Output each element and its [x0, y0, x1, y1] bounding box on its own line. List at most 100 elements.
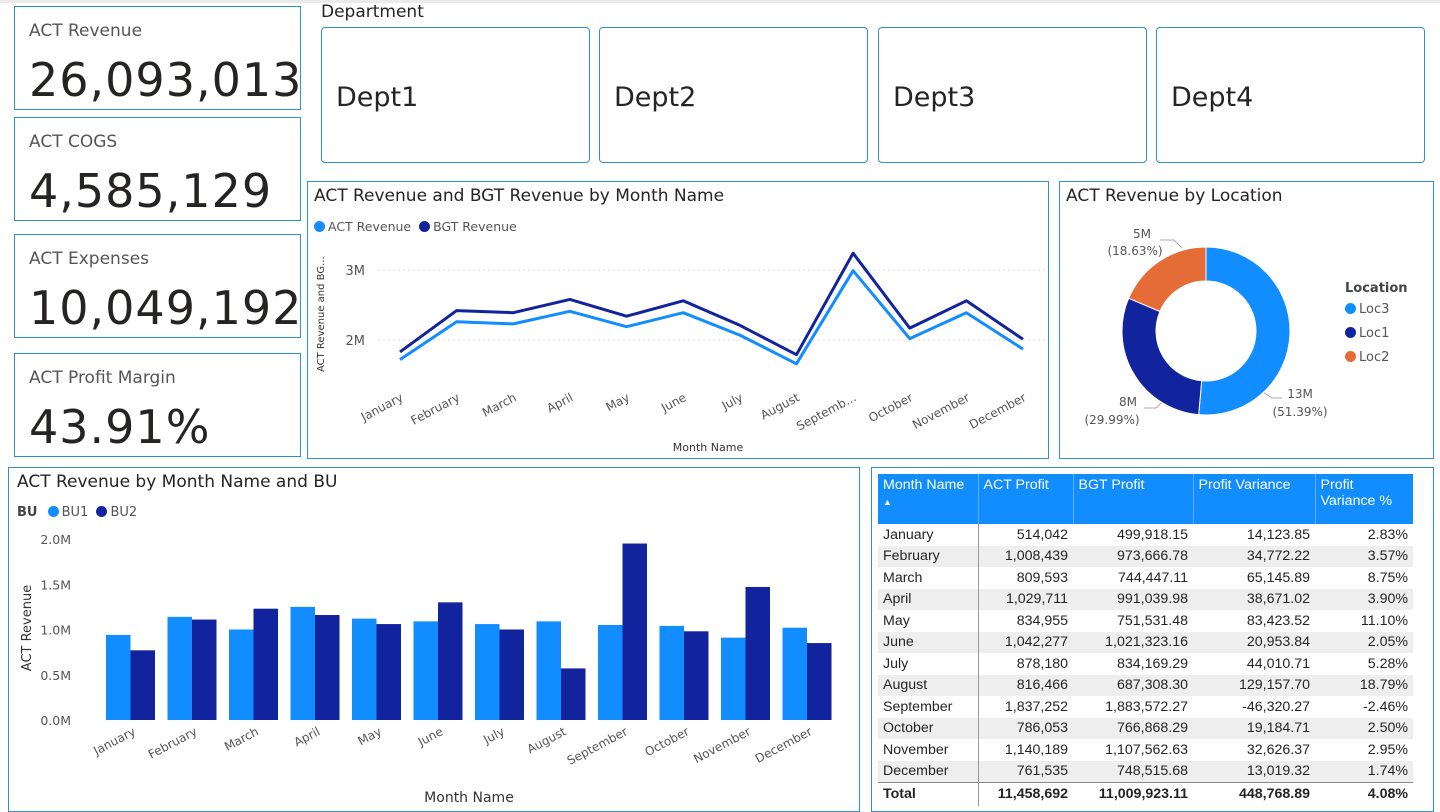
bar-bu2: [561, 668, 586, 720]
column-header-bgt-profit[interactable]: BGT Profit: [1073, 474, 1194, 524]
column-header-month[interactable]: Month Name ▲: [878, 474, 979, 524]
column-header-profit-variance-pct[interactable]: Profit Variance %: [1315, 474, 1413, 524]
table-cell: 786,053: [978, 717, 1073, 739]
line-x-tick-label: November: [910, 390, 972, 432]
table-cell: 3.57%: [1315, 545, 1413, 567]
line-chart-title: ACT Revenue and BGT Revenue by Month Nam…: [314, 186, 725, 206]
bar-y-tick-label: 2.0M: [40, 532, 71, 547]
bar-bu1: [106, 634, 131, 720]
table-row[interactable]: December 761,535 748,515.68 13,019.32 1.74%: [878, 760, 1413, 782]
table-cell: 809,593: [1016, 569, 1068, 586]
table-cell: 65,145.89: [1246, 569, 1310, 586]
sort-ascending-icon: ▲: [883, 497, 892, 507]
donut-legend-title: Location: [1345, 281, 1408, 296]
kpi-card-act-cogs[interactable]: ACT COGS 4,585,129: [14, 117, 301, 221]
bar-legend-title: BU: [17, 505, 38, 520]
table-cell: May: [878, 610, 979, 632]
table-cell: 8.75%: [1367, 569, 1408, 586]
table-cell: 1,042,277: [978, 631, 1073, 653]
table-cell: 834,955: [1016, 612, 1068, 629]
dept-button-1[interactable]: Dept1: [321, 27, 590, 163]
line-x-tick-label: June: [658, 390, 689, 415]
table-row[interactable]: February 1,008,439 973,666.78 34,772.22 3.57…: [878, 545, 1413, 567]
table-cell: 991,039.98: [1073, 588, 1193, 610]
bar-bu1: [782, 627, 807, 720]
kpi-label: ACT COGS: [29, 132, 118, 152]
donut-chart-visual[interactable]: ACT Revenue by Location 5M (18.63%) 8M (…: [1059, 181, 1434, 459]
table-cell: 2.83%: [1367, 526, 1408, 543]
table-cell: 748,515.68: [1073, 760, 1193, 782]
table-cell: 766,868.29: [1073, 717, 1193, 739]
bar-y-axis-title: ACT Revenue: [20, 585, 35, 671]
legend-dot-bu2-icon: [96, 506, 108, 517]
legend-label: Loc3: [1359, 302, 1390, 317]
bar-x-tick-label: November: [691, 724, 753, 766]
table-cell: 1.74%: [1315, 760, 1413, 782]
bar-bu2: [315, 615, 340, 720]
table-row[interactable]: August 816,466 687,308.30 129,157.70 18.79%: [878, 674, 1413, 696]
table-total-cell: 11,009,923.11: [1073, 781, 1193, 806]
table-cell: July: [878, 653, 979, 675]
line-chart-visual[interactable]: ACT Revenue and BGT Revenue by Month Nam…: [307, 181, 1049, 459]
dept-button-2[interactable]: Dept2: [599, 27, 868, 163]
line-x-tick-label: Septemb...: [794, 390, 858, 433]
line-chart-legend: ACT Revenue BGT Revenue: [314, 219, 517, 234]
top-divider: [0, 0, 1440, 3]
line-x-axis-title: Month Name: [673, 441, 744, 454]
column-header-act-profit[interactable]: ACT Profit: [978, 474, 1074, 524]
line-x-tick-label: July: [719, 390, 746, 413]
bar-bu2: [130, 650, 155, 720]
table-cell: 744,447.11: [1118, 569, 1188, 586]
line-x-tick-label: October: [866, 390, 915, 425]
kpi-value: 10,049,192: [29, 281, 303, 335]
donut-label-loc3-value: 13M: [1287, 387, 1313, 401]
kpi-value: 26,093,013: [29, 53, 303, 107]
table-cell: 34,772.22: [1193, 545, 1315, 567]
table-cell: 687,308.30: [1073, 674, 1193, 696]
table-total-cell: 11,458,692: [978, 781, 1073, 806]
bar-x-tick-label: March: [222, 724, 261, 754]
table-cell: 2.95%: [1367, 741, 1408, 758]
legend-label: BU2: [110, 505, 138, 520]
table-row[interactable]: April 1,029,711 991,039.98 38,671.02 3.90%: [878, 588, 1413, 610]
bar-chart-visual[interactable]: ACT Revenue by Month Name and BU BU BU1 …: [8, 467, 860, 812]
bar-x-axis-title: Month Name: [424, 790, 514, 806]
line-y-tick-label: 3M: [346, 264, 366, 279]
profit-table-visual[interactable]: Month Name ▲ ACT Profit BGT Profit Profit…: [871, 467, 1434, 812]
donut-label-loc1-value: 8M: [1119, 395, 1137, 409]
kpi-card-act-revenue[interactable]: ACT Revenue 26,093,013: [14, 6, 301, 110]
table-row[interactable]: January 514,042 499,918.15 14,123.85 2.83%: [878, 524, 1413, 546]
bar-bu2: [253, 608, 278, 720]
column-header-profit-variance[interactable]: Profit Variance: [1193, 474, 1316, 524]
table-cell: December: [878, 760, 979, 782]
kpi-card-act-profit-margin[interactable]: ACT Profit Margin 43.91%: [14, 353, 301, 457]
bar-bu2: [499, 629, 524, 720]
table-row[interactable]: July 878,180 834,169.29 44,010.71 5.28%: [878, 653, 1413, 675]
bar-x-tick-label: August: [525, 724, 569, 756]
line-series-act-revenue: [399, 269, 1024, 366]
line-x-tick-label: March: [480, 390, 519, 420]
kpi-card-act-expenses[interactable]: ACT Expenses 10,049,192: [14, 234, 301, 338]
kpi-value: 4,585,129: [29, 164, 273, 218]
bar-bu1: [721, 637, 746, 720]
dept-button-4[interactable]: Dept4: [1156, 27, 1425, 163]
legend-dot-loc1-icon: [1345, 327, 1356, 338]
table-row[interactable]: May 834,955 751,531.48 83,423.52 11.10%: [878, 610, 1413, 632]
table-row[interactable]: March 809,593 744,447.11 65,145.89 8.75%: [878, 567, 1413, 589]
legend-dot-act-icon: [314, 221, 325, 232]
line-series-bgt-revenue: [399, 251, 1024, 357]
table-row[interactable]: September 1,837,252 1,883,572.27 -46,320.27…: [878, 696, 1413, 718]
legend-dot-loc3-icon: [1345, 303, 1356, 314]
dept-button-3[interactable]: Dept3: [878, 27, 1147, 163]
table-cell: 761,535: [978, 760, 1073, 782]
table-cell: -2.46%: [1363, 698, 1408, 715]
table-cell: 5.28%: [1367, 655, 1408, 672]
table-row[interactable]: October 786,053 766,868.29 19,184.71 2.50%: [878, 717, 1413, 739]
table-row[interactable]: June 1,042,277 1,021,323.16 20,953.84 2.05%: [878, 631, 1413, 653]
table-cell: 973,666.78: [1073, 545, 1193, 567]
bar-x-tick-label: June: [415, 724, 446, 749]
table-row[interactable]: November 1,140,189 1,107,562.63 32,626.37 2.…: [878, 739, 1413, 761]
bar-x-tick-label: January: [90, 724, 138, 758]
line-x-tick-label: February: [409, 390, 463, 427]
table-cell: -46,320.27: [1242, 698, 1310, 715]
